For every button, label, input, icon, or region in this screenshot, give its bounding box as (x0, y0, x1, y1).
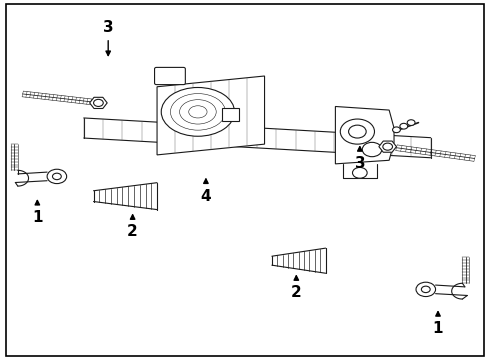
Polygon shape (335, 107, 394, 164)
Circle shape (352, 167, 367, 178)
Circle shape (47, 169, 67, 184)
Ellipse shape (161, 87, 235, 136)
Ellipse shape (179, 100, 216, 124)
Polygon shape (90, 97, 107, 108)
Circle shape (348, 125, 366, 138)
Ellipse shape (189, 106, 207, 118)
Text: 1: 1 (32, 201, 43, 225)
FancyBboxPatch shape (154, 67, 185, 85)
Bar (221, 108, 239, 121)
Circle shape (421, 286, 430, 293)
Circle shape (52, 173, 61, 180)
Text: 4: 4 (200, 179, 211, 204)
Circle shape (416, 282, 436, 297)
Polygon shape (379, 141, 396, 152)
Circle shape (362, 142, 382, 157)
Text: 2: 2 (291, 276, 302, 301)
Text: 1: 1 (433, 312, 443, 336)
Circle shape (94, 99, 103, 107)
Ellipse shape (171, 94, 225, 130)
Polygon shape (272, 248, 326, 273)
Circle shape (407, 120, 415, 126)
Text: 3: 3 (354, 147, 365, 171)
Circle shape (392, 127, 400, 133)
Text: 3: 3 (103, 20, 114, 55)
Circle shape (383, 143, 392, 150)
Circle shape (400, 123, 408, 129)
Polygon shape (157, 76, 265, 155)
Text: 2: 2 (127, 215, 138, 239)
Circle shape (340, 119, 374, 144)
Polygon shape (94, 183, 157, 210)
